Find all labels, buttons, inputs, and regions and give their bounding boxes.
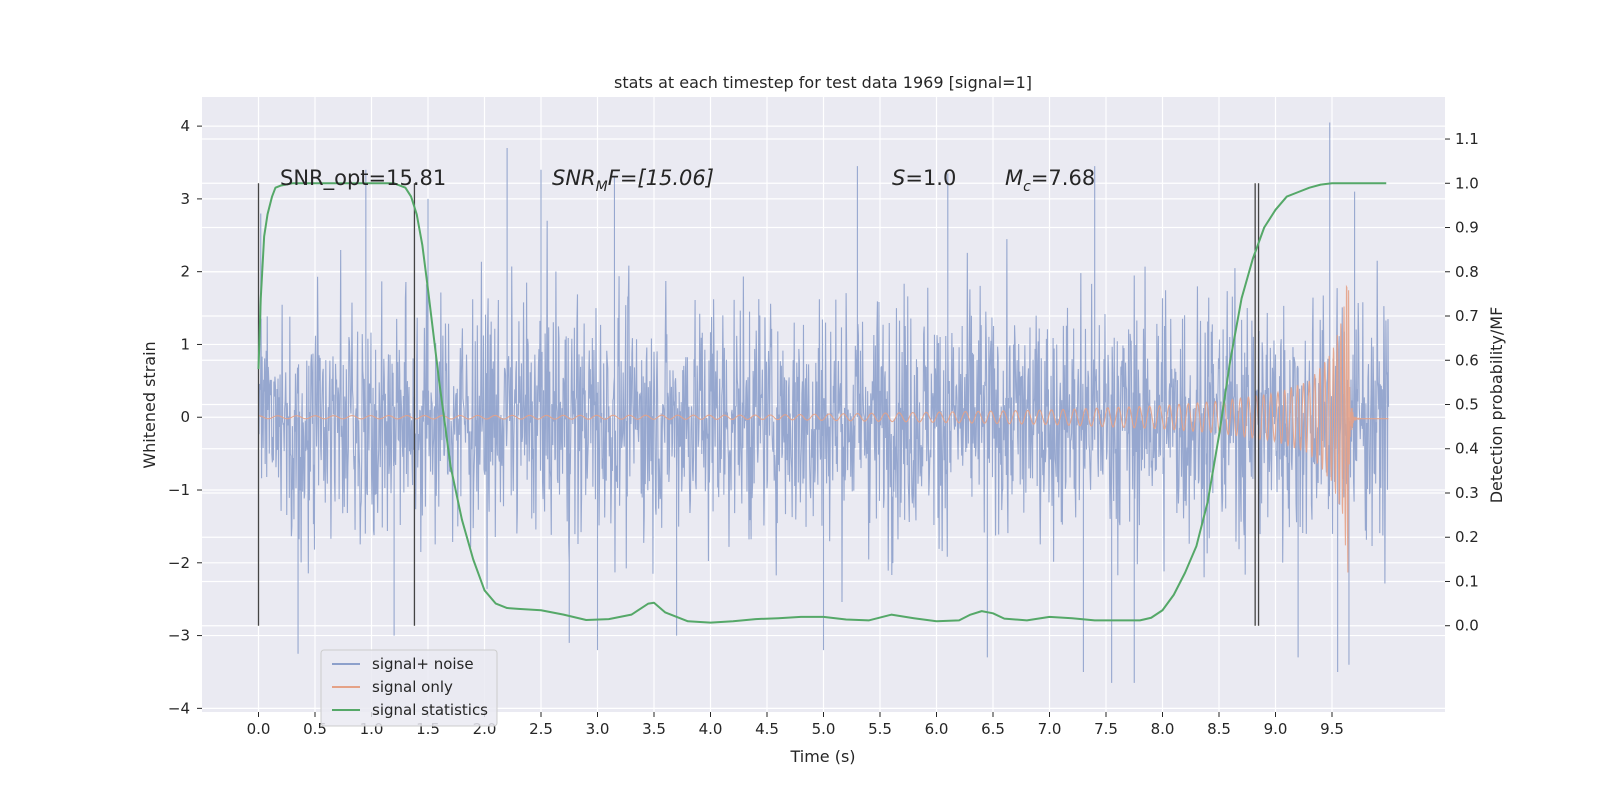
y-axis-right-label: Detection probability/MF <box>1487 307 1506 504</box>
y-right-tick-label: 0.3 <box>1455 484 1479 502</box>
y-tick-label: −1 <box>168 481 190 499</box>
annotation-s-rest: =1.0 <box>905 166 956 190</box>
annotation-snr-mf-main: SNR <box>552 166 596 190</box>
vertical-lines <box>257 183 1260 626</box>
y-right-tick-label: 1.0 <box>1455 174 1479 192</box>
y-tick-label: −4 <box>168 699 190 717</box>
y-right-tick-label: 0.7 <box>1455 307 1479 325</box>
y-right-tick-label: 0.9 <box>1455 219 1479 237</box>
annotation-mc: Mc=7.68 <box>1005 166 1095 195</box>
annotation-s-var: S <box>892 166 905 190</box>
signal-line <box>258 284 1389 573</box>
y-right-tick-label: 0.1 <box>1455 572 1479 590</box>
y-right-tick-label: 0.4 <box>1455 440 1479 458</box>
x-tick-label: 7.5 <box>1094 720 1118 738</box>
annotation-mc-var: M <box>1005 166 1023 190</box>
annotation-snr-mf: SNRMF=[15.06] <box>552 166 714 195</box>
x-tick-label: 5.0 <box>812 720 836 738</box>
x-tick-label: 5.5 <box>868 720 892 738</box>
y-right-tick-label: 0.5 <box>1455 396 1479 414</box>
x-tick-label: 6.5 <box>981 720 1005 738</box>
x-tick-label: 2.5 <box>529 720 553 738</box>
x-tick-label: 8.5 <box>1207 720 1231 738</box>
legend-label-noise: signal+ noise <box>372 655 474 673</box>
noise-line <box>257 122 1390 683</box>
annotation-snr-mf-rest: F=[15.06] <box>608 166 714 190</box>
legend-label-stats: signal statistics <box>372 701 488 719</box>
y-right-tick-label: 1.1 <box>1455 130 1479 148</box>
signal-series <box>258 284 1389 573</box>
y-tick-label: 3 <box>180 190 190 208</box>
x-tick-label: 8.0 <box>1151 720 1175 738</box>
y-right-tick-label: 0.8 <box>1455 263 1479 281</box>
y-tick-label: 2 <box>180 263 190 281</box>
x-tick-label: 7.0 <box>1038 720 1062 738</box>
x-tick-label: 0.0 <box>247 720 271 738</box>
x-tick-label: 3.0 <box>586 720 610 738</box>
x-tick-label: 4.5 <box>755 720 779 738</box>
annotation-mc-rest: =7.68 <box>1031 166 1095 190</box>
y-tick-label: −2 <box>168 554 190 572</box>
noise-series <box>257 122 1390 683</box>
y-tick-label: 4 <box>180 117 190 135</box>
legend-box <box>320 649 498 727</box>
statistics-line <box>257 182 1387 624</box>
x-tick-label: 3.5 <box>642 720 666 738</box>
y-right-tick-label: 0.6 <box>1455 351 1479 369</box>
x-tick-label: 6.0 <box>925 720 949 738</box>
x-axis-label: Time (s) <box>789 747 855 766</box>
annotation-mc-sub: c <box>1023 179 1031 195</box>
y-tick-label: 0 <box>180 408 190 426</box>
annotation-snr-opt: SNR_opt=15.81 <box>280 166 446 191</box>
x-tick-label: 9.5 <box>1320 720 1344 738</box>
y-tick-label: −3 <box>168 627 190 645</box>
annotation-s: S=1.0 <box>892 166 956 190</box>
annotation-snr-mf-sub: M <box>596 179 608 195</box>
legend-label-signal: signal only <box>372 678 453 696</box>
y-axis-label: Whitened strain <box>140 341 159 468</box>
statistics-series <box>257 182 1387 624</box>
y-right-tick-label: 0.2 <box>1455 528 1479 546</box>
x-tick-label: 9.0 <box>1264 720 1288 738</box>
y-right-tick-label: 0.0 <box>1455 617 1479 635</box>
legend: signal+ noise signal only signal statist… <box>320 649 498 727</box>
chart-title: stats at each timestep for test data 196… <box>614 73 1032 92</box>
y-tick-label: 1 <box>180 335 190 353</box>
x-tick-label: 4.0 <box>699 720 723 738</box>
